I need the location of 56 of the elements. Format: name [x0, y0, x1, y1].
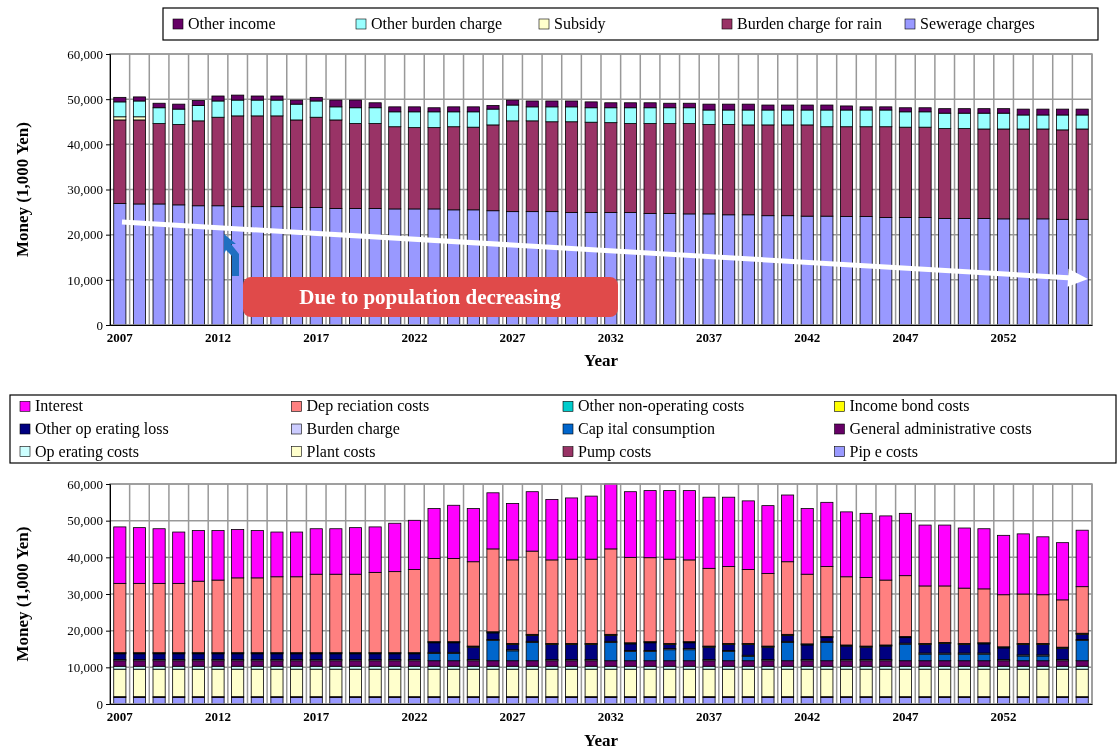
x-tick-label: 2042 — [794, 330, 821, 346]
legend-label: Other non-operating costs — [578, 397, 745, 416]
y-tick-label: 0 — [96, 696, 103, 712]
y-tick-label: 0 — [96, 317, 103, 333]
x-tick-label: 2047 — [892, 330, 919, 346]
y-tick-label: 20,000 — [67, 227, 103, 243]
legend-label: Dep reciation costs — [306, 397, 430, 416]
legend-label: Other income — [188, 15, 276, 32]
legend-label: Burden charge for rain — [737, 15, 882, 33]
legend-label: Op erating costs — [35, 442, 139, 461]
x-tick-label: 2012 — [205, 709, 232, 725]
legend-label: Cap ital consumption — [578, 420, 715, 438]
x-tick-label: 2012 — [205, 330, 232, 346]
x-tick-label: 2042 — [794, 709, 821, 725]
x-axis-title: Year — [584, 351, 619, 370]
y-tick-label: 50,000 — [67, 91, 103, 107]
x-tick-label: 2032 — [597, 709, 624, 725]
x-tick-label: 2007 — [106, 330, 134, 346]
x-axis-title: Year — [584, 731, 619, 750]
x-tick-label: 2022 — [401, 709, 428, 725]
legend-label: Burden charge — [306, 420, 400, 438]
y-tick-label: 30,000 — [67, 586, 103, 602]
y-tick-label: 10,000 — [67, 272, 103, 288]
x-tick-label: 2052 — [990, 709, 1017, 725]
x-tick-label: 2052 — [990, 330, 1017, 346]
y-axis-title: Money (1,000 Yen) — [13, 526, 32, 662]
x-tick-label: 2047 — [892, 709, 919, 725]
y-tick-label: 30,000 — [67, 182, 103, 198]
legend-label: Pump costs — [578, 442, 652, 461]
legend-label: Interest — [35, 397, 84, 415]
y-tick-label: 40,000 — [67, 549, 103, 565]
x-tick-label: 2032 — [597, 330, 624, 346]
y-tick-label: 10,000 — [67, 659, 103, 675]
y-tick-label: 60,000 — [67, 46, 103, 62]
y-tick-label: 60,000 — [67, 476, 103, 492]
legend-label: Income bond costs — [849, 397, 970, 415]
x-tick-label: 2037 — [696, 330, 723, 346]
x-tick-label: 2007 — [106, 709, 134, 725]
legend-label: Pip e costs — [849, 442, 918, 461]
annotation: Due to population decreasing — [299, 285, 562, 309]
x-tick-label: 2037 — [696, 709, 723, 725]
legend-label: General administrative costs — [849, 420, 1032, 437]
x-tick-label: 2017 — [303, 709, 330, 725]
x-tick-label: 2017 — [303, 330, 330, 346]
legend-label: Other op erating loss — [35, 420, 169, 438]
x-tick-label: 2027 — [499, 709, 527, 725]
legend-label: Plant costs — [306, 442, 376, 460]
x-tick-label: 2027 — [499, 330, 527, 346]
y-axis-title: Money (1,000 Yen) — [13, 122, 32, 257]
y-tick-label: 20,000 — [67, 623, 103, 639]
y-tick-label: 40,000 — [67, 136, 103, 152]
legend-label: Subsidy — [554, 15, 606, 33]
legend-label: Other burden charge — [371, 15, 503, 33]
legend-label: Sewerage charges — [920, 15, 1035, 33]
x-tick-label: 2022 — [401, 330, 428, 346]
y-tick-label: 50,000 — [67, 513, 103, 529]
